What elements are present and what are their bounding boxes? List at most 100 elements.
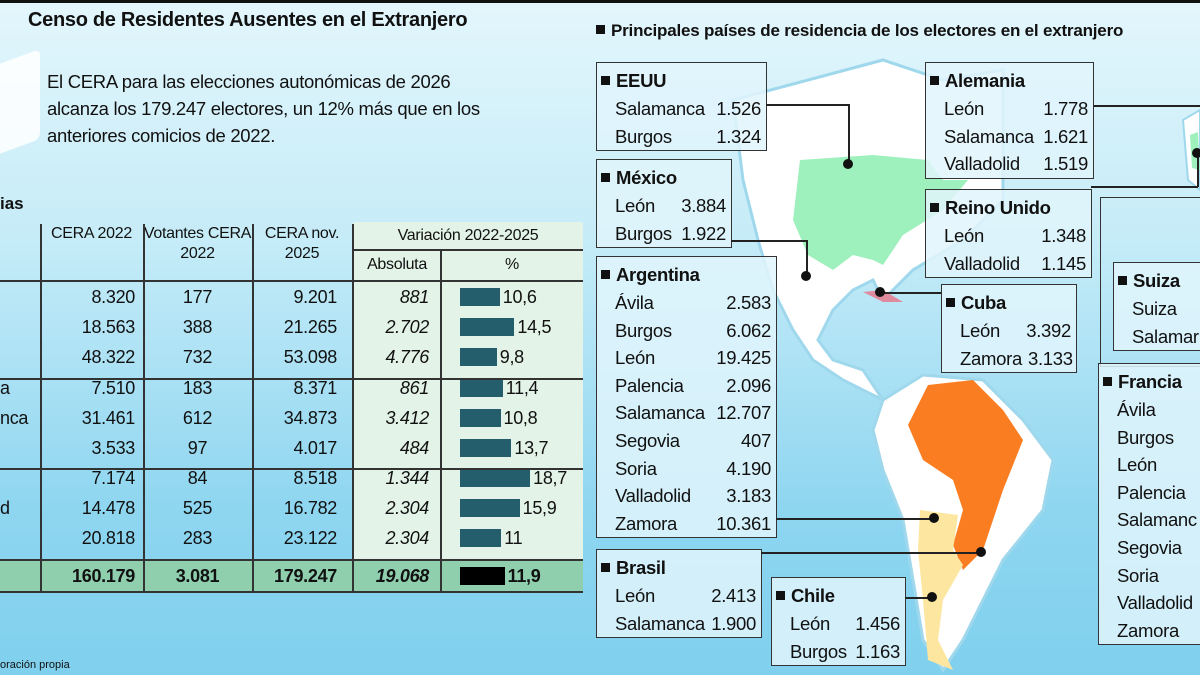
pct-bar — [460, 348, 497, 366]
top-rule — [0, 0, 1200, 3]
province-row: Ávila 2.583 — [615, 289, 776, 317]
province-name: León — [615, 585, 655, 606]
divider — [40, 224, 42, 591]
total-votantes: 3.081 — [175, 566, 220, 586]
province-row: Salamanc — [1117, 506, 1200, 534]
country-box-cuba: Cuba León 3.392 Zamora 3.133 — [941, 284, 1077, 374]
province-name: Palencia — [1117, 481, 1186, 503]
header-variacion: Variación 2022-2025 — [397, 227, 539, 244]
pct-bar — [460, 499, 520, 517]
elector-count: 19.425 — [716, 347, 771, 369]
province-row: Segovia 407 — [615, 427, 776, 455]
province-name: Zamora — [615, 512, 677, 534]
cell-cera2025: 9.201 — [293, 287, 337, 307]
cell-label — [0, 312, 38, 342]
location-dot — [976, 547, 986, 557]
elector-count: 12.707 — [716, 402, 771, 424]
ballot-illustration — [0, 49, 40, 161]
pct-bar — [460, 409, 501, 427]
elector-count: 1.456 — [855, 613, 900, 634]
province-name: Burgos — [1117, 426, 1174, 448]
province-name: Ávila — [1117, 399, 1156, 420]
country-name: Argentina — [601, 260, 776, 289]
elector-count: 3.183 — [726, 485, 771, 507]
province-row: Segovia — [1117, 534, 1200, 562]
connector-line — [905, 597, 932, 599]
country-box-mexico: México León 3.884 Burgos 1.922 — [596, 159, 732, 249]
argentina-shape — [918, 510, 963, 670]
cell-pct: 15,9 — [522, 498, 557, 518]
elector-count: 10.361 — [716, 512, 771, 534]
cell-pct: 10,6 — [502, 287, 537, 307]
province-name: León — [790, 613, 830, 634]
cell-votantes: 525 — [182, 498, 213, 518]
divider — [440, 250, 442, 591]
province-row: Valladolid — [1117, 589, 1200, 617]
cell-label — [0, 282, 38, 312]
province-name: Ávila — [615, 292, 654, 313]
elector-count: 3.392 — [1026, 320, 1071, 341]
province-name: Segovia — [1117, 536, 1182, 558]
cell-votantes: 283 — [182, 528, 213, 548]
country-name: Brasil — [601, 553, 761, 582]
cell-cera2025: 21.265 — [283, 317, 338, 337]
source-note: oración propia — [0, 659, 70, 671]
eeuu-shape — [793, 155, 968, 270]
country-box-brasil: Brasil León 2.413 Salamanca 1.900 — [596, 549, 762, 639]
cell-pct: 18,7 — [533, 468, 567, 488]
province-row: Salamanca 1.621 — [944, 123, 1093, 151]
province-row: Palencia 2.096 — [615, 372, 776, 400]
cell-abs: 2.702 — [385, 317, 429, 337]
province-name: León — [615, 347, 655, 369]
province-name: Suiza — [1132, 298, 1177, 319]
country-box-alemania: Alemania León 1.778 Salamanca 1.621 Valladoli… — [925, 62, 1094, 179]
total-cera2025: 179.247 — [274, 566, 337, 586]
province-name: Valladolid — [944, 153, 1020, 175]
cell-pct: 11,4 — [505, 378, 539, 398]
connector-line — [731, 240, 806, 242]
country-name: Alemania — [930, 66, 1093, 95]
total-pct: 11,9 — [507, 566, 541, 586]
cell-cera2022: 7.510 — [91, 378, 135, 398]
province-name: Burgos — [615, 222, 672, 244]
header-absoluta: Absoluta — [367, 256, 427, 273]
cell-votantes: 177 — [182, 287, 213, 307]
cell-abs: 2.304 — [385, 528, 429, 548]
location-dot — [801, 271, 811, 281]
total-abs: 19.068 — [375, 566, 430, 586]
cell-pct: 11 — [504, 528, 523, 548]
elector-count: 1.621 — [1043, 125, 1088, 147]
elector-count: 4.190 — [726, 457, 771, 479]
connector-line — [1197, 153, 1199, 187]
connector-line — [880, 292, 941, 294]
elector-count: 1.163 — [855, 640, 900, 662]
pct-bar — [460, 469, 531, 487]
province-name: Palencia — [615, 374, 684, 396]
province-name: Burgos — [615, 319, 672, 341]
cell-label: a — [0, 378, 10, 398]
location-dot — [843, 159, 853, 169]
province-name: Burgos — [790, 640, 847, 662]
cell-label — [0, 433, 38, 463]
province-name: Valladolid — [1117, 592, 1193, 614]
province-row: León 3.392 — [960, 317, 1076, 345]
province-name: Salamanc — [1117, 509, 1197, 531]
province-row: Valladolid 1.519 — [944, 150, 1093, 178]
country-box-eeuu: EEUU Salamanca 1.526 Burgos 1.324 — [596, 62, 767, 152]
connector-line — [848, 104, 850, 164]
header-cera2025: CERA nov. 2025 — [264, 225, 340, 262]
cell-cera2022: 18.563 — [81, 317, 136, 337]
cell-votantes: 84 — [187, 468, 208, 488]
country-name: México — [601, 163, 731, 192]
cell-cera2025: 8.371 — [293, 378, 337, 398]
pct-bar — [460, 379, 503, 397]
cell-cera2025: 8.518 — [293, 468, 337, 488]
divider — [252, 224, 254, 591]
province-row: León 3.884 — [615, 192, 731, 220]
connector-line — [761, 552, 982, 554]
province-row: León 1.456 — [790, 610, 905, 638]
province-row: León — [1117, 451, 1200, 479]
cell-abs: 1.344 — [385, 468, 429, 488]
province-name: León — [960, 320, 1000, 341]
elector-count: 1.922 — [681, 222, 726, 244]
